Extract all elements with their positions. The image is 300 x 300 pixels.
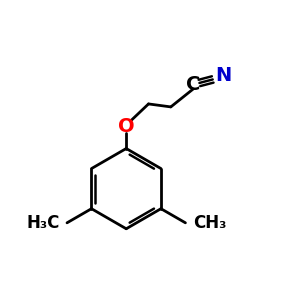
Text: O: O (118, 117, 134, 136)
Text: H₃C: H₃C (26, 214, 60, 232)
Text: N: N (216, 66, 232, 85)
Text: C: C (186, 75, 200, 94)
Text: CH₃: CH₃ (193, 214, 226, 232)
